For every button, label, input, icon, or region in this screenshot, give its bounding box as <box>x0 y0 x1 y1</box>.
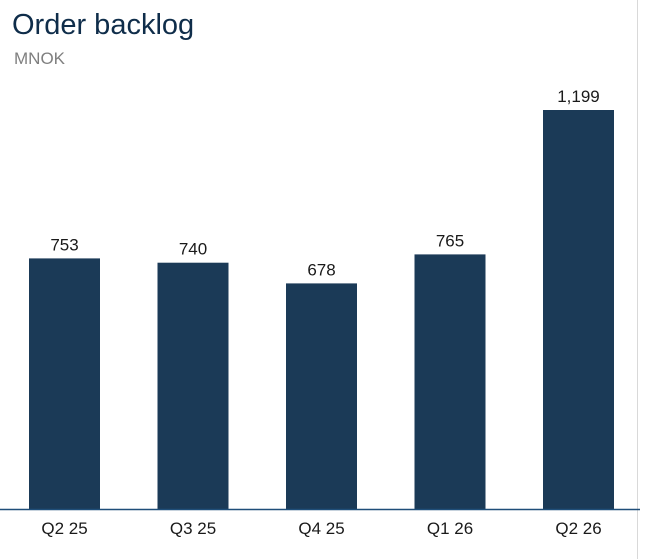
bar-q3-25 <box>157 262 229 509</box>
card-border <box>637 0 638 559</box>
bar-q1-26 <box>414 254 486 509</box>
x-tick-label: Q3 25 <box>170 519 216 538</box>
data-label: 753 <box>50 235 78 254</box>
chart-title: Order backlog <box>12 9 195 41</box>
bar-q2-25 <box>29 258 100 509</box>
bar-q2-26 <box>543 110 614 509</box>
bar-q4-25 <box>286 283 357 509</box>
x-tick-label: Q2 25 <box>41 519 87 538</box>
chart-subtitle: MNOK <box>14 49 65 68</box>
data-label: 1,199 <box>557 87 600 106</box>
x-tick-label: Q1 26 <box>427 519 473 538</box>
x-tick-label: Q4 25 <box>298 519 344 538</box>
x-tick-label: Q2 26 <box>555 519 601 538</box>
data-label: 678 <box>307 260 335 279</box>
data-label: 740 <box>179 240 207 259</box>
data-label: 765 <box>436 231 464 250</box>
